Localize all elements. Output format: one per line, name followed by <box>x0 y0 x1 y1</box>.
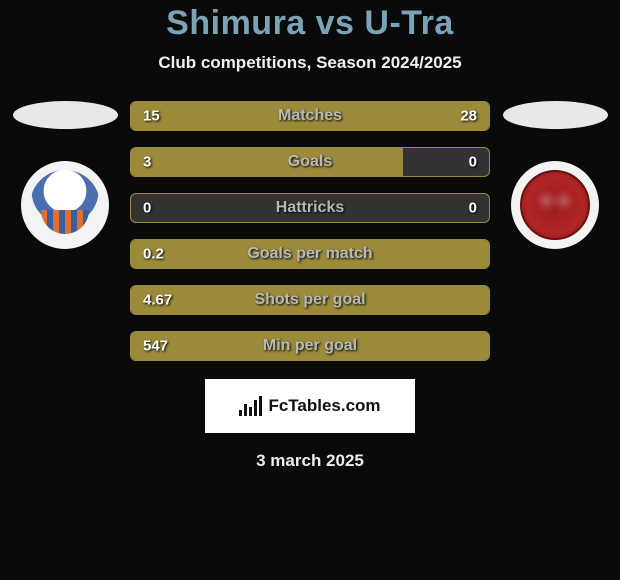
stat-value-left: 3 <box>143 154 151 171</box>
stat-value-right: 0 <box>469 154 477 171</box>
stat-bars: 15 28 Matches 3 0 Goals 0 0 Hattricks 0.2 Goals pe… <box>130 101 490 361</box>
stat-row: 547 Min per goal <box>130 331 490 361</box>
crest-left <box>21 161 109 249</box>
stat-label: Shots per goal <box>254 291 365 309</box>
stat-value-left: 0.2 <box>143 246 164 263</box>
main-row: 15 28 Matches 3 0 Goals 0 0 Hattricks 0.2 Goals pe… <box>0 101 620 361</box>
stat-label: Goals per match <box>247 245 372 263</box>
stat-value-left: 0 <box>143 200 151 217</box>
stat-value-left: 547 <box>143 338 168 355</box>
comparison-card: Shimura vs U-Tra Club competitions, Seas… <box>0 0 620 580</box>
stat-row: 0 0 Hattricks <box>130 193 490 223</box>
match-date: 3 march 2025 <box>0 451 620 471</box>
stat-label: Goals <box>288 153 332 171</box>
stat-value-left: 4.67 <box>143 292 172 309</box>
stat-row: 0.2 Goals per match <box>130 239 490 269</box>
brand-box[interactable]: FcTables.com <box>205 379 415 433</box>
subtitle: Club competitions, Season 2024/2025 <box>0 53 620 73</box>
bar-fill-left <box>131 148 403 176</box>
stat-row: 4.67 Shots per goal <box>130 285 490 315</box>
spotlight-right <box>503 101 608 129</box>
crest-right <box>511 161 599 249</box>
stat-label: Hattricks <box>276 199 344 217</box>
stat-value-right: 0 <box>469 200 477 217</box>
stat-row: 15 28 Matches <box>130 101 490 131</box>
stat-value-right: 28 <box>460 108 477 125</box>
stat-label: Min per goal <box>263 337 357 355</box>
brand-text: FcTables.com <box>268 396 380 416</box>
stat-value-left: 15 <box>143 108 160 125</box>
crest-left-graphic <box>30 170 100 240</box>
stat-label: Matches <box>278 107 342 125</box>
spotlight-left <box>13 101 118 129</box>
stat-row: 3 0 Goals <box>130 147 490 177</box>
team-left-column <box>10 101 120 249</box>
page-title: Shimura vs U-Tra <box>0 4 620 43</box>
brand-chart-icon <box>239 396 262 416</box>
crest-right-graphic <box>520 170 590 240</box>
team-right-column <box>500 101 610 249</box>
